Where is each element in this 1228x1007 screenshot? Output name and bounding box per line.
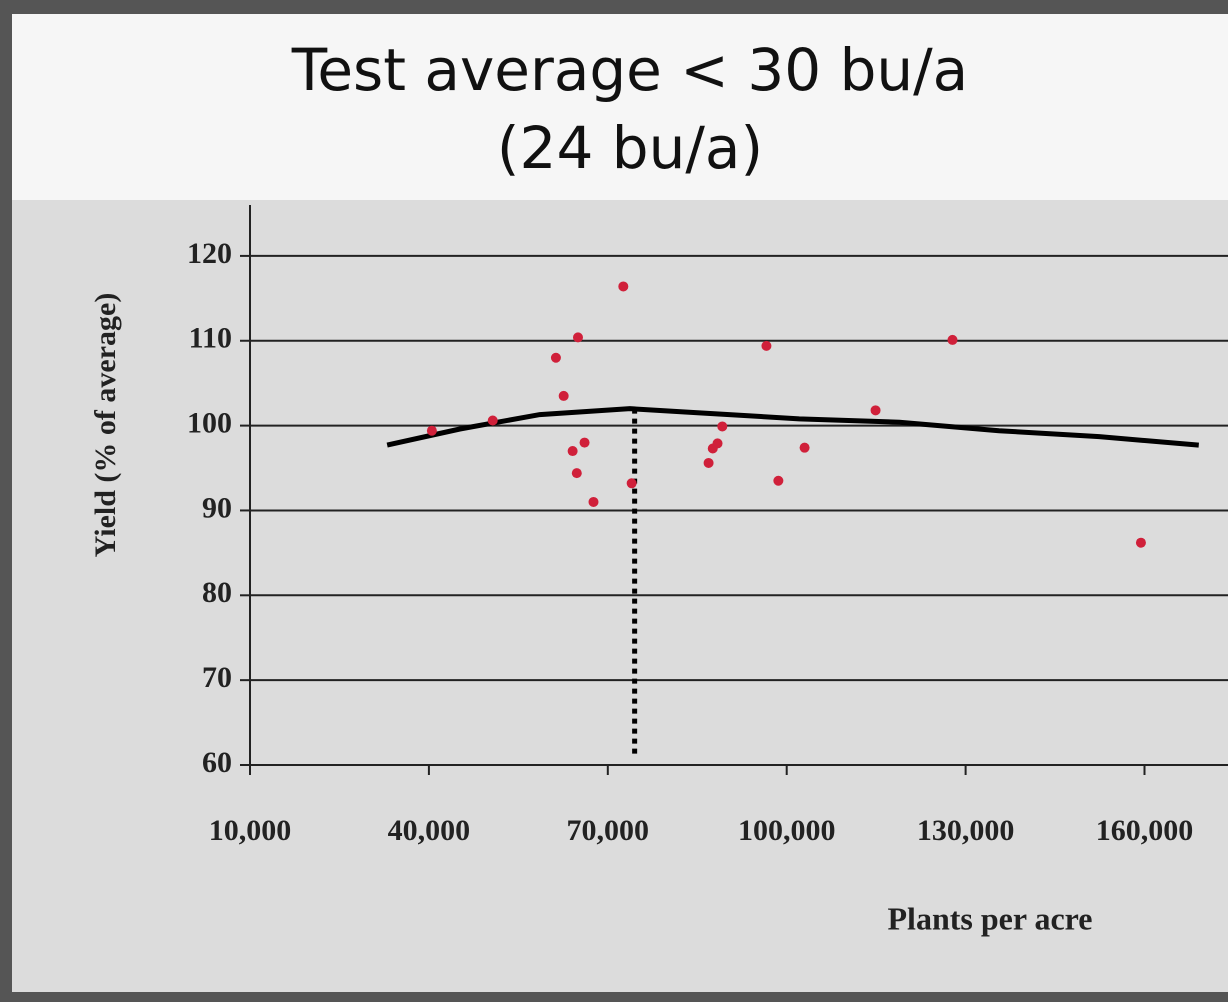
data-point — [487, 415, 498, 426]
x-tick-label: 100,000 — [738, 814, 836, 847]
x-tick-label: 130,000 — [917, 814, 1015, 847]
data-point — [773, 475, 784, 486]
data-point — [626, 478, 637, 489]
data-point — [579, 437, 590, 448]
x-tick-label: 10,000 — [209, 814, 292, 847]
data-point — [567, 446, 578, 457]
data-point — [870, 405, 881, 416]
data-point — [558, 390, 569, 401]
y-tick-label: 100 — [187, 406, 232, 439]
y-axis-label: Yield (% of average) — [89, 293, 122, 558]
y-tick-label: 60 — [202, 746, 232, 779]
chart-title: (24 bu/a) — [497, 114, 763, 182]
title-area — [12, 14, 1228, 200]
data-point — [799, 442, 810, 453]
data-point — [550, 352, 561, 363]
x-tick-label: 70,000 — [567, 814, 650, 847]
data-point — [717, 421, 728, 432]
x-axis-label: Plants per acre — [888, 900, 1093, 936]
y-tick-label: 110 — [189, 322, 232, 355]
chart-title: Test average < 30 bu/a — [291, 36, 968, 104]
y-tick-label: 80 — [202, 576, 232, 609]
x-tick-label: 40,000 — [388, 814, 471, 847]
data-point — [572, 332, 583, 343]
data-point — [761, 340, 772, 351]
data-point — [618, 281, 629, 292]
data-point — [712, 438, 723, 449]
data-point — [1135, 537, 1146, 548]
data-point — [426, 425, 437, 436]
data-point — [588, 496, 599, 507]
trend-line — [386, 406, 1199, 448]
y-tick-label: 120 — [187, 237, 232, 270]
y-tick-label: 90 — [202, 491, 232, 524]
x-tick-label: 160,000 — [1096, 814, 1194, 847]
data-point — [571, 468, 582, 479]
data-point — [947, 334, 958, 345]
y-tick-label: 70 — [202, 661, 232, 694]
data-point — [703, 457, 714, 468]
